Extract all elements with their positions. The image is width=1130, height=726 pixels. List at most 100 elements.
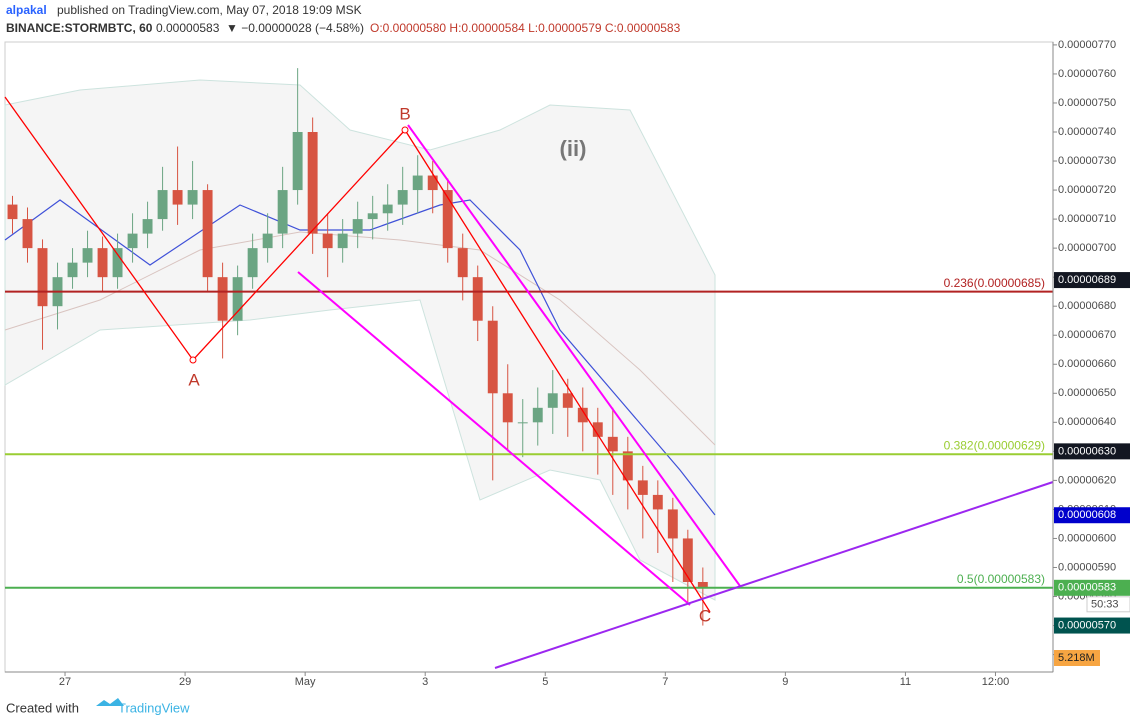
candle-body [172, 190, 183, 205]
x-tick-label: 11 [900, 676, 911, 688]
price-tag-label: 0.00000689 [1058, 274, 1116, 286]
price-tag [1054, 617, 1130, 634]
candle-body [262, 233, 273, 249]
candle-body [322, 233, 333, 249]
point-a [189, 356, 197, 364]
slow-ma [4, 231, 716, 446]
price-tag-label: 0.00000608 [1058, 509, 1116, 521]
fib-label: 0.236(0.00000685) [944, 276, 1045, 290]
candle-body [202, 190, 213, 278]
candle-body [562, 393, 573, 408]
candle-body [7, 204, 18, 220]
candle-body [277, 190, 288, 234]
ma [4, 199, 716, 516]
candle-body [592, 422, 603, 437]
candle-body [427, 175, 438, 191]
candle-body [457, 248, 468, 278]
candle-body [37, 248, 48, 307]
x-tick-label: 27 [59, 676, 71, 688]
candle-body [97, 248, 108, 278]
y-tick-label: 0.00000600 [1058, 532, 1116, 544]
y-tick-label: 0.00000710 [1058, 213, 1116, 225]
candle-body [367, 213, 378, 220]
candle-body [22, 219, 33, 249]
label-a: A [188, 370, 200, 389]
candle-body [187, 190, 198, 205]
volume-label: 5.218M [1058, 652, 1095, 664]
fib-label: 0.5(0.00000583) [957, 572, 1045, 586]
y-tick-label: 0.00000680 [1058, 300, 1116, 312]
price-tag [1054, 272, 1130, 289]
channel-lower [297, 271, 691, 606]
ohlc: O:0.00000580 H:0.00000584 L:0.00000579 C… [370, 21, 681, 35]
candle-body [217, 277, 228, 321]
candle-body [472, 277, 483, 321]
x-tick-label: 12:00 [982, 676, 1010, 688]
candle-body [682, 538, 693, 582]
candle-body [382, 204, 393, 214]
y-tick-label: 0.00000660 [1058, 358, 1116, 370]
candle-body [547, 393, 558, 408]
y-tick-label: 0.00000740 [1058, 126, 1116, 138]
y-tick-label: 0.00000730 [1058, 155, 1116, 167]
point-b [401, 126, 409, 134]
volume-tag [1054, 650, 1100, 666]
x-tick-label: May [295, 676, 316, 688]
y-tick-label: 0.00000770 [1058, 39, 1116, 51]
brand-logo [96, 698, 124, 706]
x-tick-label: 9 [782, 676, 788, 688]
footer-brand[interactable]: TradingView [118, 700, 190, 715]
price-axis [1053, 42, 1130, 672]
candle-body [637, 480, 648, 495]
price-tag-label: 0.00000630 [1058, 445, 1116, 457]
candle-body [397, 190, 408, 205]
y-tick-label: 0.00000760 [1058, 68, 1116, 80]
candle-body [307, 132, 318, 234]
candle-body [442, 190, 453, 249]
candle-body [622, 451, 633, 481]
candle-body [517, 422, 528, 424]
candle-body [532, 407, 543, 423]
candle-body [232, 277, 243, 321]
x-tick-label: 7 [662, 676, 668, 688]
author[interactable]: alpakal [6, 3, 47, 17]
candle-body [352, 219, 363, 234]
candle-body [247, 248, 258, 278]
symbol: BINANCE:STORMBTC, 60 [6, 21, 153, 35]
x-tick-label: 3 [422, 676, 428, 688]
abc-wave [4, 96, 711, 613]
published: published on TradingView.com, May 07, 20… [57, 3, 362, 17]
channel-upper [407, 124, 741, 587]
countdown-bg [1086, 596, 1130, 613]
change: ▼ −0.00000028 (−4.58%) [226, 21, 364, 35]
candle-body [412, 175, 423, 191]
candle-body [82, 248, 93, 263]
wave-label: (ii) [560, 136, 587, 161]
footer-created: Created with [6, 700, 79, 715]
price-tag [1054, 579, 1130, 596]
y-tick-label: 0.00000620 [1058, 474, 1116, 486]
y-tick-label: 0.00000670 [1058, 329, 1116, 341]
last-price: 0.00000583 [156, 21, 220, 35]
label-b: B [399, 104, 410, 123]
candle-body [577, 407, 588, 423]
candle-body [337, 233, 348, 249]
x-tick-label: 29 [179, 676, 191, 688]
candle-body [487, 320, 498, 394]
candle-body [667, 509, 678, 539]
countdown: 50:33 [1091, 599, 1119, 611]
y-tick-label: 0.00000700 [1058, 242, 1116, 254]
candle-body [67, 262, 78, 278]
x-tick-label: 5 [542, 676, 548, 688]
price-tag-label: 0.00000570 [1058, 619, 1116, 631]
fib-label: 0.382(0.00000629) [944, 438, 1045, 452]
candle-body [127, 233, 138, 249]
candle-body [652, 494, 663, 510]
label-c: C [699, 606, 711, 625]
y-tick-label: 0.00000720 [1058, 184, 1116, 196]
y-tick-label: 0.00000650 [1058, 387, 1116, 399]
candle-body [157, 190, 168, 220]
bollinger-band [4, 79, 716, 601]
